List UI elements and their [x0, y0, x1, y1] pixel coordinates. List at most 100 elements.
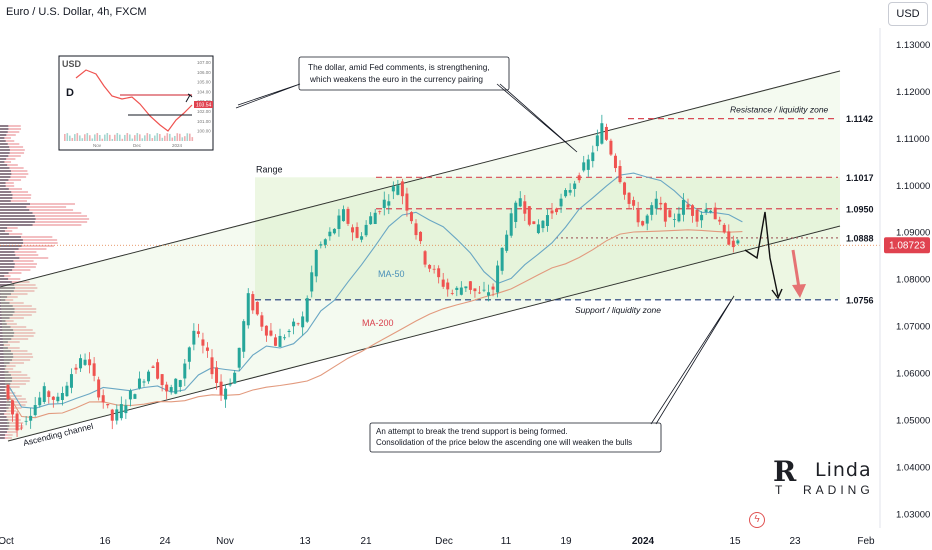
candle-body [79, 358, 83, 369]
candle-body [24, 420, 28, 422]
candle-body [459, 287, 463, 295]
profile-bar-dark [0, 137, 5, 139]
profile-bar-red [0, 218, 90, 220]
profile-bar-red [0, 140, 15, 142]
profile-bar-red [0, 164, 18, 166]
profile-bar-dark [0, 413, 5, 415]
profile-bar-red [0, 299, 14, 301]
profile-bar-dark [0, 323, 7, 325]
candle-body [527, 206, 531, 225]
profile-bar-red [0, 182, 14, 184]
candle [151, 365, 155, 368]
candle [92, 357, 96, 382]
flash-icon[interactable]: ϟ [749, 512, 765, 528]
inset-price-tag [194, 101, 213, 108]
candle-body [441, 279, 445, 287]
candle-body [192, 330, 196, 345]
profile-bar-red [0, 260, 34, 262]
candle-body [337, 215, 341, 229]
candle-body [491, 286, 495, 290]
inset-volume-bar [166, 133, 169, 141]
candle [564, 188, 568, 198]
candle-body [287, 330, 291, 333]
profile-bar-dark [0, 431, 7, 433]
candle-body [378, 211, 382, 213]
inset-volume-bar [101, 138, 104, 141]
usd-inset-chart: USDD107.00106.00105.00104.00103.00102.00… [58, 55, 214, 151]
profile-bar-dark [0, 362, 10, 364]
candle-body [722, 224, 726, 233]
candle [65, 381, 69, 397]
inset-y-tick: 104.00 [197, 89, 211, 94]
candle-body [106, 403, 110, 406]
candle-body [672, 219, 676, 220]
profile-bar-dark [0, 158, 7, 160]
profile-bar-dark [0, 365, 7, 367]
currency-button[interactable]: USD [888, 2, 928, 26]
inset-volume-bar [149, 134, 151, 141]
candle-body [595, 135, 599, 147]
candle [663, 202, 667, 227]
profile-bar-red [0, 380, 30, 382]
candle-body [677, 213, 681, 222]
candle [545, 209, 549, 232]
profile-bar-dark [0, 242, 24, 244]
candle [292, 318, 296, 335]
candle [482, 281, 486, 293]
profile-bar-dark [0, 254, 16, 256]
candle [650, 202, 654, 221]
profile-bar-red [0, 419, 21, 421]
profile-bar-red [0, 377, 31, 379]
profile-bar-dark [0, 125, 9, 127]
profile-bar-dark [0, 149, 10, 151]
candle [364, 220, 368, 238]
candle [718, 216, 722, 225]
profile-bar-red [0, 278, 21, 280]
profile-bar-red [0, 221, 88, 223]
callouts: The dollar, amid Fed comments, is streng… [235, 56, 735, 453]
candle-body [147, 371, 151, 382]
current-price-tag [884, 237, 930, 254]
candle-body [251, 294, 255, 311]
candle [101, 389, 105, 409]
profile-bar-red [0, 212, 82, 214]
candle [341, 205, 345, 222]
channel-fill [0, 71, 840, 441]
candle-body [691, 205, 695, 216]
candle [74, 364, 78, 374]
candle-body [686, 204, 690, 208]
profile-bar-red [0, 227, 18, 229]
profile-bar-dark [0, 386, 8, 388]
candle [15, 411, 19, 438]
candle-body [600, 123, 604, 144]
candle [618, 160, 622, 184]
candle-body [264, 325, 268, 336]
profile-bar-dark [0, 194, 13, 196]
callout-top-line2: which weakens the euro in the currency p… [309, 74, 483, 84]
candle [627, 192, 631, 210]
profile-bar-dark [0, 134, 7, 136]
candle-body [641, 221, 645, 226]
candle-body [151, 366, 155, 368]
profile-bar-red [0, 293, 28, 295]
candle [192, 323, 196, 351]
range-label: Range [256, 164, 283, 174]
inset-y-tick: 107.00 [197, 60, 211, 65]
candle [210, 349, 214, 379]
candle [205, 342, 209, 358]
time-tick: Feb [857, 536, 875, 547]
candle-body [681, 200, 685, 215]
candle-body [713, 207, 717, 220]
profile-bar-dark [0, 404, 11, 406]
projection-path [744, 211, 779, 297]
candle [573, 180, 577, 197]
candle-body [228, 384, 232, 386]
candle [133, 393, 137, 400]
profile-bar-red [0, 416, 17, 418]
profile-bar-dark [0, 188, 9, 190]
candle-body [582, 162, 586, 171]
profile-bar-red [0, 362, 24, 364]
candle-body [496, 265, 500, 293]
candle [255, 301, 259, 316]
